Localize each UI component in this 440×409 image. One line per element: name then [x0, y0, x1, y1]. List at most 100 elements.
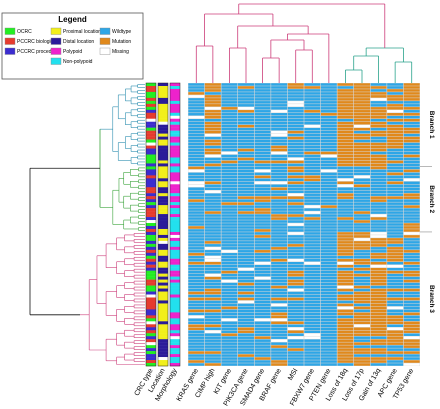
heatmap-cell — [221, 130, 238, 134]
heatmap-cell — [387, 223, 404, 226]
heatmap-cell — [238, 130, 254, 134]
heatmap-cell — [387, 214, 404, 217]
heatmap-cell — [287, 223, 304, 226]
heatmap-cell — [320, 107, 337, 110]
heatmap-cell — [304, 181, 321, 185]
heatmap-cell — [370, 267, 387, 271]
heatmap-cell — [221, 154, 238, 158]
heatmap-cell — [287, 107, 304, 110]
heatmap-cell — [238, 306, 254, 310]
heatmap-cell — [304, 148, 321, 152]
heatmap-cell — [271, 217, 288, 220]
heatmap-cell — [254, 288, 271, 292]
heatmap-cell — [221, 205, 238, 208]
heatmap-cell — [403, 297, 420, 301]
heatmap-cell — [204, 139, 221, 143]
annotation-cell — [170, 330, 180, 334]
annotation-cell — [158, 220, 168, 224]
heatmap-cell — [337, 124, 354, 128]
heatmap-cell — [370, 217, 387, 220]
legend-swatch — [99, 37, 111, 45]
annotation-cell — [146, 255, 156, 259]
heatmap-cell — [354, 190, 370, 193]
heatmap-cell — [370, 250, 387, 253]
heatmap-cell — [354, 196, 370, 199]
heatmap-cell — [221, 247, 238, 250]
heatmap-cell — [403, 223, 420, 226]
heatmap-cell — [238, 288, 254, 292]
heatmap-cell — [403, 312, 420, 316]
heatmap-cell — [320, 229, 337, 232]
heatmap-cell — [387, 86, 404, 89]
heatmap-cell — [354, 116, 370, 119]
heatmap-cell — [254, 345, 271, 348]
heatmap-cell — [271, 270, 288, 274]
heatmap-cell — [304, 300, 321, 304]
heatmap-cell — [354, 98, 370, 101]
heatmap-cell — [370, 291, 387, 295]
heatmap-cell — [403, 279, 420, 283]
heatmap-cell — [304, 178, 321, 182]
annotation-cell — [146, 231, 156, 236]
heatmap-cell — [370, 154, 387, 158]
heatmap-cell — [354, 139, 370, 143]
annotation-cell — [146, 136, 156, 140]
annotation-cell — [158, 133, 168, 137]
heatmap-cell — [254, 127, 271, 131]
heatmap-cell — [204, 360, 221, 363]
heatmap-cell — [403, 145, 420, 149]
annotation-cell — [158, 124, 168, 128]
heatmap-cell — [370, 288, 387, 292]
annotation-cell — [158, 246, 168, 251]
heatmap-cell — [370, 244, 387, 247]
annotation-cell — [158, 187, 168, 191]
heatmap-cell — [287, 241, 304, 244]
heatmap-cell — [354, 244, 370, 247]
heatmap-cell — [287, 360, 304, 363]
heatmap-cell — [204, 288, 221, 292]
heatmap-cell — [320, 136, 337, 140]
heatmap-cell — [403, 229, 420, 232]
annotation-cell — [146, 297, 156, 301]
heatmap-cell — [387, 220, 404, 223]
annotation-cell — [170, 306, 180, 310]
heatmap-cell — [370, 136, 387, 140]
heatmap-cell — [254, 148, 271, 152]
heatmap-cell — [370, 205, 387, 208]
heatmap-cell — [320, 241, 337, 244]
heatmap-cell — [370, 339, 387, 342]
heatmap-cell — [320, 175, 337, 179]
heatmap-cell — [204, 267, 221, 271]
annotation-cell — [158, 225, 168, 230]
heatmap-cell — [221, 83, 238, 86]
heatmap-cell — [403, 363, 420, 366]
heatmap-cell — [204, 264, 221, 268]
heatmap-cell — [320, 247, 337, 250]
annotation-cell — [170, 300, 180, 304]
annotation-cell — [158, 315, 168, 319]
annotation-cell — [146, 309, 156, 313]
heatmap-cell — [370, 360, 387, 363]
heatmap-cell — [354, 333, 370, 336]
heatmap-cell — [337, 133, 354, 137]
heatmap-cell — [221, 217, 238, 220]
heatmap-cell — [271, 342, 288, 345]
annotation-cell — [158, 136, 168, 140]
heatmap-cell — [221, 133, 238, 137]
heatmap-cell — [337, 285, 354, 289]
annotation-cell — [170, 145, 180, 149]
heatmap-cell — [254, 285, 271, 289]
heatmap-cell — [188, 294, 205, 298]
heatmap-cell — [337, 193, 354, 196]
heatmap-cell — [354, 199, 370, 202]
heatmap-cell — [304, 273, 321, 277]
heatmap-cell — [354, 205, 370, 208]
heatmap-cell — [254, 175, 271, 179]
heatmap-cell — [271, 124, 288, 128]
heatmap-cell — [337, 107, 354, 110]
annotation-cell — [158, 130, 168, 134]
heatmap-cell — [320, 291, 337, 295]
heatmap-cell — [271, 285, 288, 289]
heatmap-cell — [254, 348, 271, 351]
heatmap-cell — [238, 250, 254, 253]
